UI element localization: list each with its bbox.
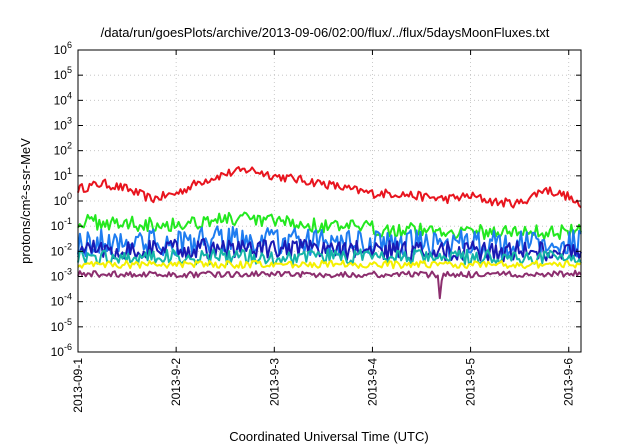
x-axis-ticks: 2013-09-1 2013-9-2 2013-9-3 2013-9-4 2013-9-… xyxy=(71,50,576,413)
y-axis-label: protons/cm²-s-sr-MeV xyxy=(18,138,33,264)
y-tick-label: 102 xyxy=(54,141,72,158)
y-tick-label: 10-2 xyxy=(51,241,72,258)
x-tick-label: 2013-9-5 xyxy=(464,358,478,406)
series-group xyxy=(77,166,582,300)
x-tick-label: 2013-9-3 xyxy=(267,358,281,406)
y-tick-label: 101 xyxy=(54,166,72,183)
series-line xyxy=(77,166,582,209)
series-line xyxy=(77,248,582,266)
x-tick-label: 2013-9-4 xyxy=(365,358,379,406)
y-tick-label: 10-5 xyxy=(51,317,72,334)
y-tick-label: 10-4 xyxy=(51,292,72,309)
y-tick-label: 100 xyxy=(54,191,72,208)
series-line xyxy=(77,269,582,300)
series-line xyxy=(77,259,582,270)
y-tick-label: 103 xyxy=(54,116,72,133)
x-tick-label: 2013-9-6 xyxy=(562,358,576,406)
x-tick-label: 2013-9-2 xyxy=(169,358,183,406)
x-tick-label: 2013-09-1 xyxy=(71,358,85,413)
y-tick-label: 10-3 xyxy=(51,267,72,284)
y-tick-label: 10-1 xyxy=(51,216,72,233)
y-axis-ticks: 10-6 10-5 10-4 10-3 10-2 10-1 100 101 102 103 104 1… xyxy=(51,40,581,359)
y-tick-label: 104 xyxy=(54,90,72,107)
series-line xyxy=(77,211,582,240)
chart-title: /data/run/goesPlots/archive/2013-09-06/0… xyxy=(101,25,550,40)
y-tick-label: 10-6 xyxy=(51,342,72,359)
x-axis-label: Coordinated Universal Time (UTC) xyxy=(229,429,428,444)
y-tick-label: 106 xyxy=(54,40,72,57)
series-line xyxy=(77,238,582,263)
y-tick-label: 105 xyxy=(54,65,72,82)
